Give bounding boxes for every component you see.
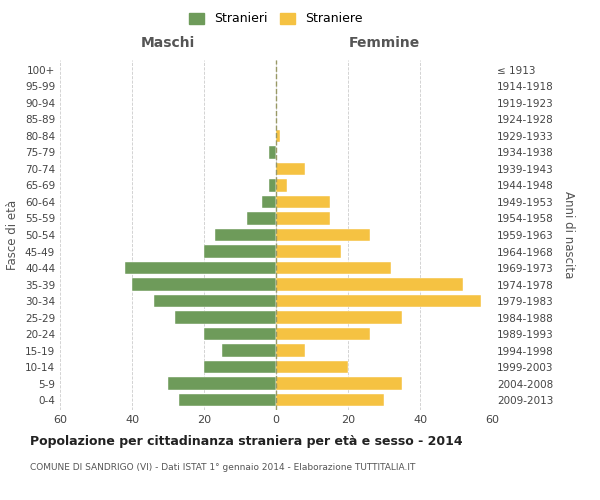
Bar (276, 229, 370, 241)
Text: Maschi: Maschi (141, 36, 195, 50)
Bar (179, 394, 276, 406)
Bar (276, 262, 391, 274)
Bar (125, 262, 276, 274)
Bar (204, 246, 276, 258)
Bar (276, 394, 384, 406)
Bar (168, 378, 276, 390)
Bar (276, 295, 481, 307)
Bar (276, 378, 402, 390)
Bar (269, 146, 276, 158)
Bar (204, 328, 276, 340)
Bar (276, 361, 348, 374)
Bar (154, 295, 276, 307)
Bar (276, 246, 341, 258)
Text: Femmine: Femmine (349, 36, 419, 50)
Bar (132, 278, 276, 290)
Text: Popolazione per cittadinanza straniera per età e sesso - 2014: Popolazione per cittadinanza straniera p… (30, 435, 463, 448)
Bar (269, 180, 276, 192)
Bar (175, 312, 276, 324)
Bar (276, 163, 305, 175)
Bar (262, 196, 276, 208)
Legend: Stranieri, Straniere: Stranieri, Straniere (185, 8, 367, 29)
Bar (276, 278, 463, 290)
Bar (276, 212, 330, 224)
Bar (276, 328, 370, 340)
Y-axis label: Anni di nascita: Anni di nascita (562, 192, 575, 278)
Text: COMUNE DI SANDRIGO (VI) - Dati ISTAT 1° gennaio 2014 - Elaborazione TUTTITALIA.I: COMUNE DI SANDRIGO (VI) - Dati ISTAT 1° … (30, 462, 415, 471)
Bar (215, 229, 276, 241)
Bar (276, 180, 287, 192)
Bar (222, 344, 276, 357)
Bar (276, 130, 280, 142)
Bar (247, 212, 276, 224)
Bar (276, 344, 305, 357)
Y-axis label: Fasce di età: Fasce di età (7, 200, 19, 270)
Bar (276, 196, 330, 208)
Bar (276, 312, 402, 324)
Bar (204, 361, 276, 374)
